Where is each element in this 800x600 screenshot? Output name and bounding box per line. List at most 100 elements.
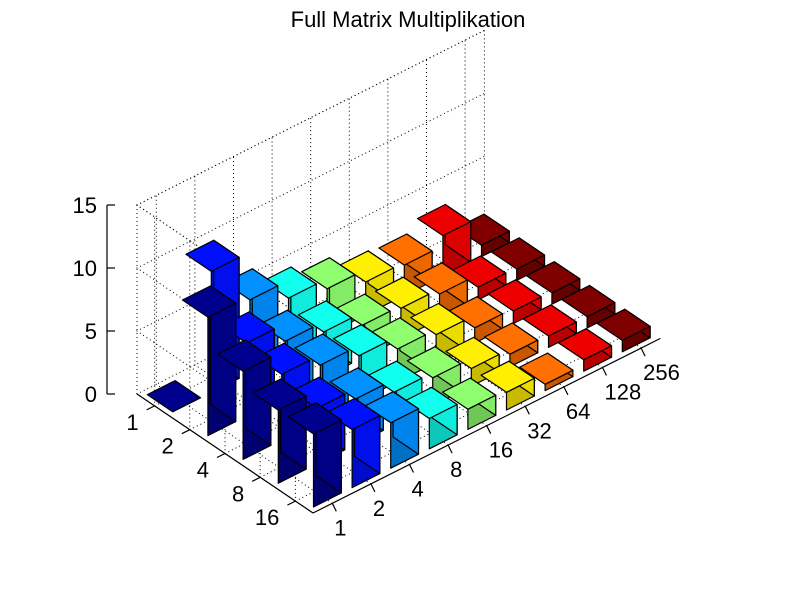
bar-r16-c1: [287, 402, 342, 508]
bar-face-top: [378, 233, 433, 266]
bar-face-top: [557, 328, 613, 361]
bar-face-top: [561, 284, 616, 318]
col-tick: [447, 444, 453, 454]
bar-face-top: [487, 279, 542, 312]
bar-face-top: [290, 376, 346, 409]
row-tick-label: 2: [162, 434, 174, 459]
col-tick: [563, 386, 569, 396]
bar-r2-c256: [490, 237, 546, 281]
bars: [146, 203, 651, 508]
bar-face-top: [262, 266, 317, 299]
row-tick: [216, 452, 226, 459]
col-tick: [601, 367, 608, 376]
bar-r1-c256: [455, 213, 510, 258]
col-tick-label: 128: [605, 380, 642, 405]
row-tick: [146, 405, 155, 411]
col-tick-label: 1: [334, 515, 346, 540]
bar-face-top: [294, 333, 349, 366]
col-tick-label: 64: [566, 399, 590, 424]
bar-r16-c8: [403, 386, 458, 450]
bar-r2-c1: [181, 285, 237, 437]
row-tick: [287, 500, 296, 506]
col-tick-label: 8: [450, 457, 462, 482]
bar-face-top: [255, 342, 311, 375]
axes: [106, 204, 661, 514]
bar-face-top: [259, 309, 314, 342]
bar-face-top: [181, 285, 237, 318]
row-tick: [181, 429, 191, 435]
box-top-edge: [136, 29, 485, 325]
bar-r8-c32: [445, 336, 500, 387]
bar-face-top: [519, 352, 574, 385]
bar-face-top: [301, 257, 356, 290]
bar-r16-c256: [596, 308, 651, 353]
bar-face-top: [364, 391, 420, 424]
col-tick: [640, 347, 646, 357]
bar-face-top: [490, 237, 546, 270]
bar-face-top: [339, 250, 395, 283]
col-tick-label: 16: [489, 438, 513, 463]
bar-face-top: [441, 377, 497, 410]
col-tick: [486, 425, 492, 434]
bar-face-top: [329, 367, 384, 400]
col-gridline: [155, 195, 333, 504]
col-tick-label: 256: [643, 360, 680, 385]
bar-r16-c32: [480, 360, 535, 411]
bar-face-top: [525, 261, 581, 294]
col-tick: [331, 503, 337, 512]
bar-r1-c128: [416, 203, 472, 277]
bar-face-top: [596, 308, 651, 341]
col-tick-label: 2: [373, 496, 385, 521]
bar-face-top: [371, 317, 426, 350]
bar-face-top: [252, 378, 307, 411]
bar-face-top: [483, 322, 539, 355]
bar-flat: [146, 380, 202, 413]
row-tick-label: 16: [255, 505, 279, 530]
bar-face-top: [185, 239, 240, 272]
bar-face-top: [413, 262, 468, 295]
z-gridline: [136, 155, 485, 451]
row-tick-label: 1: [126, 410, 138, 435]
bar-r16-c4: [364, 391, 420, 469]
bar-face-top: [448, 296, 504, 329]
bar-r4-c64: [448, 296, 504, 344]
bar-face-top: [480, 360, 535, 393]
bar-face-top: [452, 255, 507, 288]
z-tick-label: 0: [85, 382, 97, 407]
bar-face-top: [410, 302, 465, 336]
bar-r16-c2: [326, 397, 381, 489]
z-tick-label: 5: [85, 319, 97, 344]
col-tick: [524, 406, 530, 415]
bar-r1-c1: [146, 380, 202, 413]
row-tick-label: 4: [197, 458, 209, 483]
bar-face-top: [403, 386, 458, 420]
col-tick-label: 4: [412, 477, 424, 502]
row-tick: [251, 476, 261, 482]
bar-face-top: [326, 397, 381, 431]
bar-face-top: [217, 339, 272, 372]
bar-r16-c128: [557, 328, 613, 372]
bar-r16-c16: [441, 377, 497, 430]
bar-r2-c128: [452, 255, 507, 301]
col-tick: [370, 483, 376, 493]
bar-face-top: [287, 402, 342, 435]
bar-face-top: [406, 346, 462, 379]
bar-r8-c64: [483, 322, 539, 368]
col-tick-label: 32: [527, 418, 551, 443]
bar-r16-c64: [519, 352, 574, 392]
bar-r8-c256: [561, 284, 616, 329]
bar-face-top: [297, 300, 353, 333]
bar-face-top: [522, 304, 577, 337]
bar-face-top: [416, 203, 472, 237]
z-gridline: [136, 92, 485, 388]
z-tick-label: 10: [73, 256, 97, 281]
bar-face-top: [368, 360, 423, 393]
z-tick-label: 15: [73, 193, 97, 218]
col-gridline: [194, 175, 372, 485]
bar-face-top: [374, 276, 430, 309]
row-tick-label: 8: [232, 481, 244, 506]
bar-r8-c1: [252, 378, 307, 484]
